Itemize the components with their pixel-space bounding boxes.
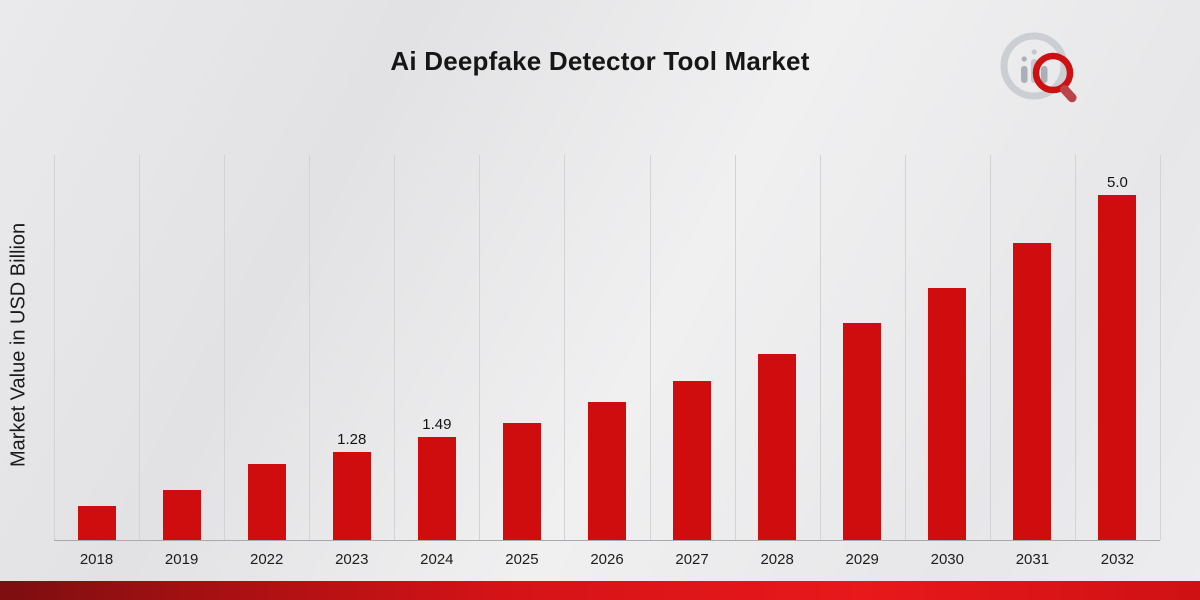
gridline <box>819 155 821 540</box>
bar-2032 <box>1098 195 1137 540</box>
x-axis-tick-label-2022: 2022 <box>250 551 284 568</box>
bar-2023 <box>332 451 371 540</box>
bar-2025 <box>502 422 541 540</box>
bar-2022 <box>247 464 286 540</box>
bar-2024 <box>417 437 456 540</box>
x-axis-tick-label-2028: 2028 <box>760 551 794 568</box>
gridline <box>394 155 396 540</box>
gridline <box>564 155 566 540</box>
gridline <box>904 155 906 540</box>
x-axis-tick-label-2019: 2019 <box>164 551 199 568</box>
gridline <box>649 155 651 540</box>
bar-value-label-2032: 5.0 <box>1107 174 1128 192</box>
x-axis-tick-label-2018: 2018 <box>79 551 114 568</box>
x-axis-tick-label-2030: 2030 <box>930 551 964 568</box>
x-axis-tick-label-2024: 2024 <box>420 551 454 568</box>
gridline <box>224 155 226 540</box>
bar-2027 <box>673 381 712 540</box>
bar-2028 <box>758 353 797 540</box>
bar-2031 <box>1013 243 1052 540</box>
x-axis-tick-label-2027: 2027 <box>675 551 709 568</box>
bar-2030 <box>928 288 967 540</box>
bar-2029 <box>843 322 882 540</box>
chart-title: Ai Deepfake Detector Tool Market <box>390 46 810 76</box>
y-axis-label: Market Value in USD Billion <box>7 222 30 468</box>
gridline <box>1160 155 1161 540</box>
gridline <box>479 155 481 540</box>
x-axis-tick-label-2026: 2026 <box>590 551 624 568</box>
gridline <box>54 155 55 540</box>
x-axis-tick-label-2029: 2029 <box>845 551 879 568</box>
gridline <box>1074 155 1076 540</box>
x-axis-tick-label-2023: 2023 <box>335 551 369 568</box>
gridline <box>989 155 991 540</box>
x-axis-tick-label-2031: 2031 <box>1015 551 1050 568</box>
bar-2019 <box>162 490 201 540</box>
bottom-accent-stripe <box>0 581 1200 600</box>
bar-2018 <box>77 505 116 540</box>
bar-value-label-2023: 1.28 <box>337 430 367 448</box>
market-research-future-logo-icon <box>1000 32 1077 103</box>
x-axis-tick-label-2025: 2025 <box>505 551 539 568</box>
bar-2026 <box>588 402 626 540</box>
gridline <box>309 155 311 540</box>
gridline <box>139 155 141 540</box>
x-axis-tick-label-2032: 2032 <box>1100 551 1135 568</box>
bar-value-label-2024: 1.49 <box>422 416 452 434</box>
chart-area: 2018 2019 2022 1.28 2023 1.49 2024 2025 2026 2027… <box>54 155 1161 568</box>
gridline <box>734 155 736 540</box>
